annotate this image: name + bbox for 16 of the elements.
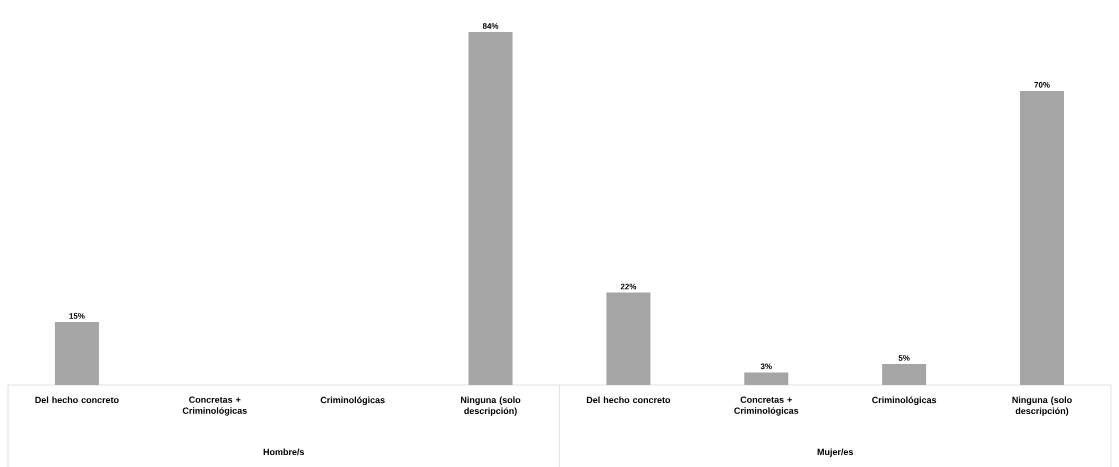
bar — [882, 363, 927, 385]
x-tick-label: Criminológicas — [320, 396, 385, 405]
x-tick-label: Ninguna (solo descripción) — [1012, 396, 1072, 416]
x-tick-label: Ninguna (solo descripción) — [460, 396, 521, 416]
x-tick-label: Concretas + Criminológicas — [734, 396, 799, 416]
bar — [606, 292, 651, 385]
text: Mujer/es — [817, 448, 854, 457]
bar — [468, 32, 513, 385]
text: Hombre/s — [263, 448, 305, 456]
x-tick-label: Concretas + Criminológicas — [182, 396, 247, 416]
x-tick-label: Del hecho concreto — [35, 396, 119, 404]
bar — [1020, 90, 1064, 385]
x-tick-label: Criminológicas — [872, 396, 937, 405]
bar — [744, 372, 789, 385]
bar — [54, 321, 99, 385]
x-tick-label: Del hecho concreto — [586, 396, 671, 404]
